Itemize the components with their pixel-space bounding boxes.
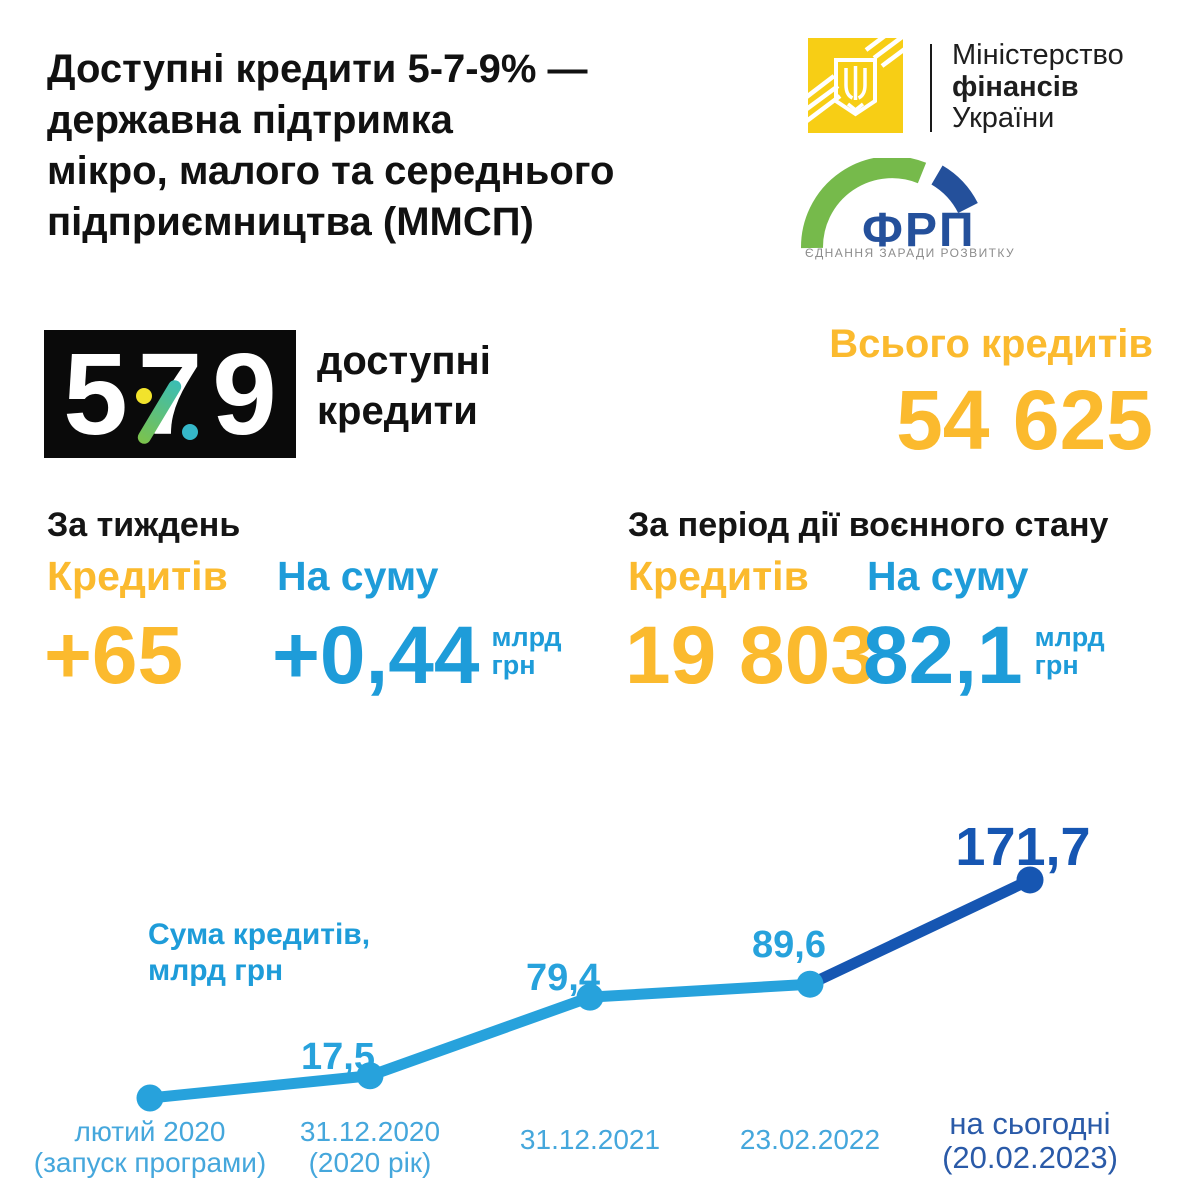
- war-sum-number: 82,1: [863, 610, 1023, 701]
- week-sum-unit: млрд грн: [491, 622, 562, 680]
- week-sum-number: +0,44: [272, 610, 480, 701]
- war-sum-unit: млрд грн: [1034, 622, 1105, 680]
- page-title: Доступні кредити 5-7-9% — державна підтр…: [47, 47, 615, 244]
- chart-point-label: 17,5: [301, 1036, 375, 1078]
- war-section-title: За період дії воєнного стану: [628, 506, 1109, 544]
- frp-tagline: ЄДНАННЯ ЗАРАДИ РОЗВИТКУ: [805, 246, 1016, 260]
- minfin-word-3: України: [952, 102, 1055, 134]
- minfin-word-1: Міністерство: [952, 39, 1124, 71]
- frp-logo: ФРП: [800, 156, 1012, 257]
- chart-tick-label: 31.12.2021: [520, 1124, 660, 1155]
- minfin-word-2: фінансів: [952, 70, 1079, 103]
- total-credits-label: Всього кредитів: [829, 322, 1153, 366]
- frp-arch-icon: ФРП: [800, 156, 978, 257]
- minfin-trident-icon: [798, 24, 916, 133]
- loans-line-chart: 17,5 79,4 89,6 171,7 лютий 2020 (запуск прогр…: [0, 800, 1200, 1200]
- badge-caption: доступні кредити: [317, 339, 491, 433]
- chart-point-dot: [576, 983, 604, 1011]
- chart-point-dot: [1016, 866, 1044, 894]
- badge-digit-5: 5: [63, 329, 128, 459]
- frp-name: ФРП: [862, 204, 975, 250]
- chart-point-label: 171,7: [955, 817, 1090, 877]
- minfin-divider: [930, 44, 932, 132]
- percent-dot-yellow-icon: [135, 388, 152, 404]
- war-sum-value: 82,1 млрд грн: [863, 615, 1105, 697]
- chart-tick-label: 23.02.2022: [740, 1124, 880, 1155]
- chart-title: Сума кредитів, млрд грн: [148, 918, 371, 987]
- war-credits-value: 19 803: [625, 610, 876, 701]
- badge-digit-7-wrap: 7: [135, 336, 202, 452]
- chart-tick-label: лютий 2020 (запуск програми): [34, 1116, 267, 1178]
- chart-line-segment: [584, 978, 816, 1003]
- war-sum-label: На суму: [867, 553, 1029, 599]
- chart-point-dot: [796, 970, 824, 998]
- chart-tick-label: на сьогодні (20.02.2023): [942, 1106, 1118, 1175]
- chart-point-label: 89,6: [752, 924, 826, 966]
- program-579-logo: 5 7 9: [44, 330, 296, 458]
- total-credits-value: 54 625: [896, 373, 1153, 467]
- chart-line-segment: [144, 1070, 376, 1104]
- chart-point-dot: [136, 1084, 164, 1112]
- week-credits-value: +65: [44, 610, 184, 701]
- war-credits-label: Кредитів: [628, 553, 809, 599]
- minfin-wordmark: Міністерство фінансів України: [952, 39, 1124, 135]
- chart-point-dot: [356, 1062, 384, 1090]
- chart-tick-label: 31.12.2020 (2020 рік): [300, 1116, 440, 1178]
- percent-dot-teal-icon: [181, 424, 198, 440]
- week-sum-label: На суму: [277, 553, 439, 599]
- chart-line-segment: [804, 874, 1036, 990]
- chart-line-segment: [364, 991, 596, 1082]
- badge-digit-9: 9: [212, 329, 277, 459]
- chart-point-label: 79,4: [526, 957, 600, 999]
- week-sum-value: +0,44 млрд грн: [272, 615, 562, 697]
- minfin-logo: [798, 24, 916, 133]
- week-credits-label: Кредитів: [47, 553, 228, 599]
- week-section-title: За тиждень: [47, 506, 241, 544]
